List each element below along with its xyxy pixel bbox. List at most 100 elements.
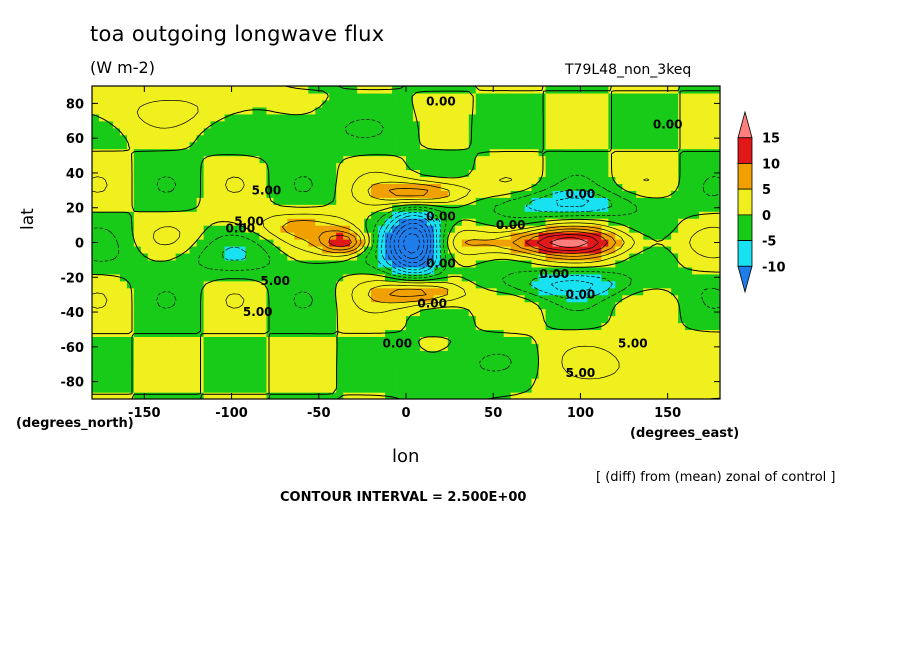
- field-cell: [643, 280, 651, 289]
- field-cell: [412, 169, 421, 178]
- field-cell: [203, 287, 212, 296]
- field-cell: [175, 148, 184, 157]
- field-cell: [622, 364, 630, 372]
- field-cell: [245, 162, 254, 171]
- field-cell: [643, 162, 651, 171]
- field-cell: [503, 294, 512, 303]
- field-cell: [315, 190, 323, 198]
- field-cell: [622, 252, 630, 261]
- field-cell: [112, 280, 121, 289]
- field-cell: [608, 162, 616, 171]
- field-cell: [657, 392, 665, 399]
- field-cell: [196, 162, 205, 171]
- field-cell: [601, 141, 609, 150]
- field-cell: [475, 371, 484, 379]
- field-cell: [685, 364, 693, 372]
- field-cell: [517, 245, 526, 254]
- field-cell: [252, 371, 261, 379]
- field-cell: [140, 315, 149, 324]
- field-cell: [524, 183, 533, 191]
- field-cell: [98, 134, 107, 143]
- field-cell: [371, 266, 379, 275]
- field-cell: [601, 232, 609, 240]
- field-cell: [615, 371, 623, 379]
- field-cell: [315, 225, 323, 233]
- field-cell: [482, 259, 491, 268]
- field-cell: [664, 169, 672, 178]
- field-cell: [133, 364, 142, 372]
- field-cell: [399, 169, 407, 178]
- field-cell: [412, 183, 421, 191]
- field-cell: [594, 259, 602, 268]
- field-cell: [168, 197, 177, 205]
- field-cell: [322, 322, 330, 331]
- field-cell: [350, 127, 358, 136]
- field-cell: [440, 99, 449, 108]
- field-cell: [280, 287, 288, 296]
- field-cell: [489, 266, 498, 275]
- field-cell: [650, 155, 658, 164]
- field-cell: [552, 280, 561, 289]
- field-cell: [531, 245, 540, 254]
- field-cell: [489, 259, 498, 268]
- field-cell: [685, 273, 693, 282]
- field-cell: [154, 350, 163, 358]
- field-cell: [259, 245, 268, 254]
- field-cell: [552, 120, 561, 129]
- field-cell: [559, 252, 568, 261]
- field-cell: [147, 169, 156, 178]
- field-cell: [161, 336, 170, 344]
- field-cell: [426, 252, 435, 261]
- field-cell: [252, 239, 261, 247]
- field-cell: [608, 232, 616, 240]
- field-cell: [706, 294, 714, 303]
- field-cell: [259, 259, 268, 268]
- field-cell: [231, 225, 240, 233]
- y-tick-label: -60: [61, 341, 85, 356]
- field-cell: [385, 197, 393, 205]
- field-cell: [350, 134, 358, 143]
- field-cell: [287, 113, 295, 122]
- field-cell: [594, 315, 602, 324]
- field-cell: [664, 141, 672, 150]
- field-cell: [447, 259, 456, 268]
- field-cell: [419, 86, 428, 94]
- field-cell: [433, 371, 442, 379]
- field-cell: [643, 239, 651, 247]
- field-cell: [531, 211, 540, 219]
- field-cell: [685, 301, 693, 310]
- field-cell: [664, 252, 672, 261]
- field-cell: [615, 350, 623, 358]
- field-cell: [266, 294, 275, 303]
- field-cell: [559, 197, 568, 205]
- field-cell: [531, 336, 540, 344]
- field-cell: [664, 197, 672, 205]
- field-cell: [713, 364, 720, 372]
- field-cell: [189, 280, 198, 289]
- field-cell: [308, 280, 316, 289]
- field-cell: [615, 392, 623, 399]
- field-cell: [168, 280, 177, 289]
- field-cell: [713, 385, 720, 393]
- field-cell: [510, 350, 519, 358]
- field-cell: [266, 183, 275, 191]
- field-cell: [350, 315, 358, 324]
- field-cell: [322, 336, 330, 344]
- field-cell: [692, 385, 700, 393]
- field-cell: [608, 141, 616, 150]
- field-cell: [245, 357, 254, 365]
- field-cell: [224, 371, 233, 379]
- field-cell: [664, 148, 672, 157]
- field-cell: [315, 106, 323, 115]
- field-cell: [412, 322, 421, 331]
- field-cell: [140, 162, 149, 171]
- field-cell: [105, 134, 114, 143]
- field-cell: [650, 350, 658, 358]
- field-cell: [168, 169, 177, 178]
- field-cell: [608, 86, 616, 94]
- field-cell: [671, 204, 679, 212]
- field-cell: [657, 350, 665, 358]
- field-cell: [461, 294, 470, 303]
- field-cell: [105, 287, 114, 296]
- field-cell: [399, 385, 407, 393]
